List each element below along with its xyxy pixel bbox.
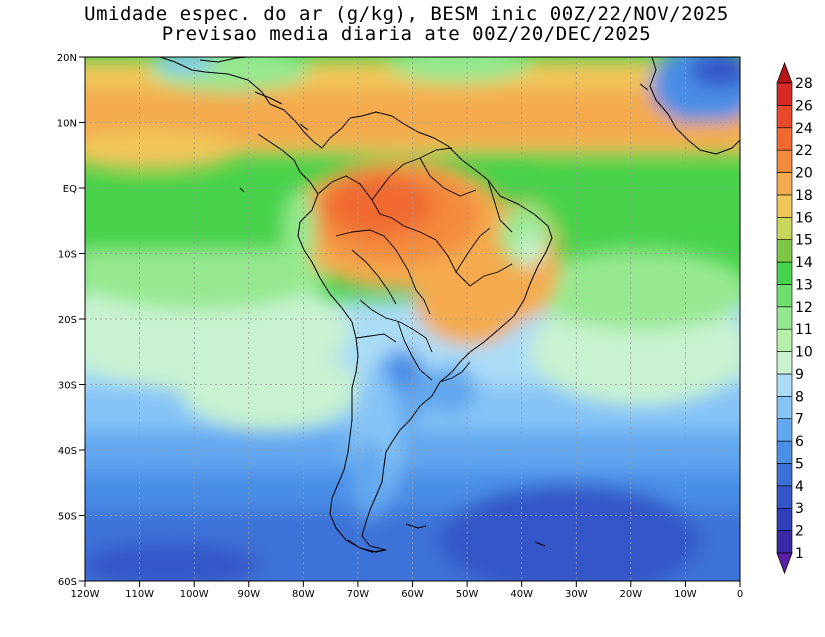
longitude-labels: 120W 110W 100W 90W 80W 70W 60W 50W 40W 3… xyxy=(71,589,744,600)
colorbar-label: 9 xyxy=(795,367,804,383)
humidity-field xyxy=(85,57,740,581)
colorbar-arrow-top xyxy=(776,61,793,84)
colorbar-segment xyxy=(776,284,793,308)
colorbar-label: 20 xyxy=(795,166,813,182)
map-title: Umidade espec. do ar (g/kg), BESM inic 0… xyxy=(84,3,729,25)
lat-label-30s: 30S xyxy=(58,381,77,392)
colorbar-label: 26 xyxy=(795,98,813,114)
colorbar-label: 2 xyxy=(795,524,804,540)
colorbar-segment xyxy=(776,463,793,487)
colorbar-label: 16 xyxy=(795,210,813,226)
lat-label-10n: 10N xyxy=(57,119,77,130)
colorbar-label: 7 xyxy=(795,412,804,428)
lat-label-eq: EQ xyxy=(63,184,77,195)
colorbar-segment xyxy=(776,306,793,330)
axis-ticks xyxy=(79,56,741,587)
lon-label-110w: 110W xyxy=(125,589,154,600)
colorbar-label: 8 xyxy=(795,389,804,405)
lon-label-70w: 70W xyxy=(347,589,370,600)
lat-label-10s: 10S xyxy=(58,250,77,261)
map-gridlines xyxy=(85,57,740,581)
colorbar-label: 14 xyxy=(795,255,813,271)
colorbar-segment xyxy=(776,172,793,196)
colorbar-segment xyxy=(776,239,793,263)
colorbar-label: 11 xyxy=(795,322,813,338)
map-subtitle: Previsao media diaria ate 00Z/20/DEC/202… xyxy=(161,23,652,45)
colorbar-segment xyxy=(776,149,793,173)
lat-label-20s: 20S xyxy=(58,315,77,326)
colorbar-segment xyxy=(776,328,793,352)
colorbar-segment xyxy=(776,216,793,240)
colorbar-label: 6 xyxy=(795,434,804,450)
lat-label-20n: 20N xyxy=(57,53,77,64)
colorbar-label: 4 xyxy=(795,479,804,495)
colorbar-label: 10 xyxy=(795,345,813,361)
colorbar-label: 1 xyxy=(795,546,804,562)
colorbar-segment xyxy=(776,194,793,218)
lon-label-80w: 80W xyxy=(292,589,315,600)
lon-label-30w: 30W xyxy=(565,589,588,600)
colorbar-segment xyxy=(776,530,793,554)
colorbar-segment xyxy=(776,261,793,285)
colorbar-segment xyxy=(776,418,793,442)
lon-label-10w: 10W xyxy=(674,589,697,600)
country-borders xyxy=(317,147,513,383)
colorbar-segment xyxy=(776,82,793,106)
colorbar-segment xyxy=(776,351,793,375)
lon-label-60w: 60W xyxy=(401,589,424,600)
latitude-labels: 20N 10N EQ 10S 20S 30S 40S 50S 60S xyxy=(57,53,77,588)
colorbar-label: 5 xyxy=(795,456,804,472)
lat-label-50s: 50S xyxy=(58,512,77,523)
colorbar-label: 18 xyxy=(795,188,813,204)
colorbar-segment xyxy=(776,396,793,420)
lon-label-0: 0 xyxy=(737,589,743,600)
colorbar-label: 3 xyxy=(795,501,804,517)
lon-label-40w: 40W xyxy=(510,589,533,600)
colorbar-segment xyxy=(776,507,793,531)
lon-label-120w: 120W xyxy=(71,589,100,600)
colorbar-segment xyxy=(776,373,793,397)
colorbar-segment xyxy=(776,485,793,509)
colorbar-label: 24 xyxy=(795,121,813,137)
colorbar-label: 15 xyxy=(795,233,813,249)
colorbar-segment xyxy=(776,105,793,129)
colorbar-label: 28 xyxy=(795,76,813,92)
lon-label-50w: 50W xyxy=(456,589,479,600)
colorbar-label: 12 xyxy=(795,300,813,316)
colorbar-segment xyxy=(776,127,793,151)
colorbar-arrow-bottom xyxy=(776,552,793,575)
lon-label-100w: 100W xyxy=(180,589,209,600)
colorbar-label: 13 xyxy=(795,277,813,293)
lon-label-90w: 90W xyxy=(237,589,260,600)
colorbar-label: 22 xyxy=(795,143,813,159)
lat-label-40s: 40S xyxy=(58,446,77,457)
lat-label-60s: 60S xyxy=(58,577,77,588)
coastlines xyxy=(159,56,741,553)
colorbar-segment xyxy=(776,440,793,464)
lon-label-20w: 20W xyxy=(619,589,642,600)
